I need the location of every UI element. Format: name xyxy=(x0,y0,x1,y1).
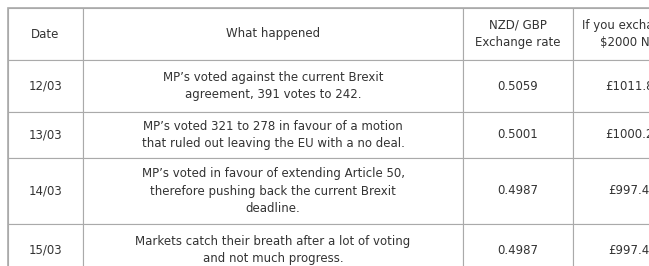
Text: Markets catch their breath after a lot of voting
and not much progress.: Markets catch their breath after a lot o… xyxy=(136,235,411,265)
Text: 0.5001: 0.5001 xyxy=(498,128,539,142)
Bar xyxy=(463,224,573,266)
Bar xyxy=(8,112,83,158)
Text: 12/03: 12/03 xyxy=(29,80,62,93)
Text: MP’s voted against the current Brexit
agreement, 391 votes to 242.: MP’s voted against the current Brexit ag… xyxy=(163,71,384,101)
Bar xyxy=(83,224,463,266)
Text: 15/03: 15/03 xyxy=(29,243,62,256)
Text: If you exchanged
$2000 NZD: If you exchanged $2000 NZD xyxy=(582,19,649,49)
Text: MP’s voted 321 to 278 in favour of a motion
that ruled out leaving the EU with a: MP’s voted 321 to 278 in favour of a mot… xyxy=(141,120,404,150)
Bar xyxy=(83,60,463,112)
Text: 0.5059: 0.5059 xyxy=(498,80,539,93)
Bar xyxy=(83,158,463,224)
Text: 0.4987: 0.4987 xyxy=(498,185,539,197)
Bar xyxy=(573,224,649,266)
Text: NZD/ GBP
Exchange rate: NZD/ GBP Exchange rate xyxy=(475,19,561,49)
Bar xyxy=(83,8,463,60)
Bar xyxy=(463,112,573,158)
Bar xyxy=(83,112,463,158)
Text: MP’s voted in favour of extending Article 50,
therefore pushing back the current: MP’s voted in favour of extending Articl… xyxy=(141,168,404,214)
Bar xyxy=(463,60,573,112)
Text: £1000.20: £1000.20 xyxy=(605,128,649,142)
Bar xyxy=(8,8,83,60)
Bar xyxy=(573,8,649,60)
Text: £997.40: £997.40 xyxy=(609,243,649,256)
Bar xyxy=(8,224,83,266)
Text: 14/03: 14/03 xyxy=(29,185,62,197)
Text: 13/03: 13/03 xyxy=(29,128,62,142)
Bar xyxy=(463,158,573,224)
Bar xyxy=(573,60,649,112)
Bar xyxy=(573,112,649,158)
Text: What happened: What happened xyxy=(226,27,320,40)
Text: £1011.80: £1011.80 xyxy=(605,80,649,93)
Bar xyxy=(8,158,83,224)
Text: Date: Date xyxy=(31,27,60,40)
Bar xyxy=(573,158,649,224)
Text: 0.4987: 0.4987 xyxy=(498,243,539,256)
Bar xyxy=(463,8,573,60)
Bar xyxy=(8,60,83,112)
Text: £997.40: £997.40 xyxy=(609,185,649,197)
